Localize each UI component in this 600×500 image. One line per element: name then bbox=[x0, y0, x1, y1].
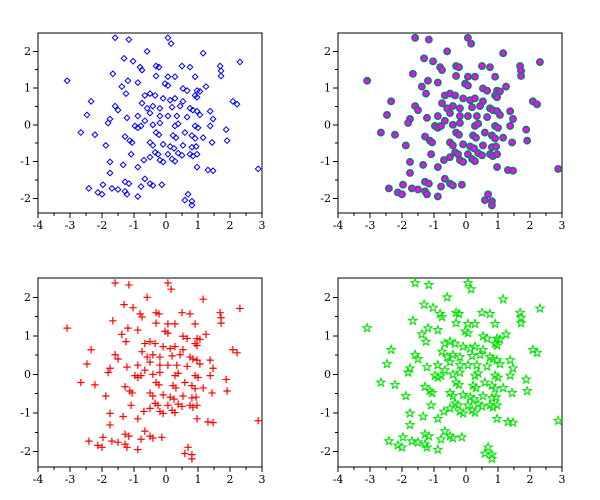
svg-text:1: 1 bbox=[195, 219, 202, 232]
svg-text:2: 2 bbox=[324, 291, 331, 304]
svg-text:2: 2 bbox=[227, 473, 234, 486]
svg-text:-1: -1 bbox=[429, 473, 440, 486]
svg-text:-2: -2 bbox=[397, 219, 408, 232]
svg-text:-2: -2 bbox=[20, 192, 31, 205]
svg-text:-3: -3 bbox=[65, 219, 76, 232]
svg-text:0: 0 bbox=[163, 473, 170, 486]
svg-text:-1: -1 bbox=[320, 407, 331, 420]
svg-text:-2: -2 bbox=[97, 473, 108, 486]
svg-text:3: 3 bbox=[559, 473, 566, 486]
svg-text:-2: -2 bbox=[20, 445, 31, 458]
svg-text:0: 0 bbox=[24, 118, 31, 131]
svg-text:0: 0 bbox=[324, 118, 331, 131]
svg-text:-2: -2 bbox=[397, 473, 408, 486]
svg-text:2: 2 bbox=[527, 219, 534, 232]
svg-text:0: 0 bbox=[463, 473, 470, 486]
svg-text:-1: -1 bbox=[320, 155, 331, 168]
svg-text:0: 0 bbox=[163, 219, 170, 232]
svg-text:1: 1 bbox=[495, 219, 502, 232]
scatter-plot-magenta-circles: -4 -3 -2 -1 0 1 2 3 -2 -1 0 1 2 bbox=[320, 32, 566, 232]
svg-text:3: 3 bbox=[559, 219, 566, 232]
scatter-plot-green-stars: -4 -3 -2 -1 0 1 2 3 -2 -1 0 1 2 bbox=[320, 277, 566, 486]
svg-text:3: 3 bbox=[259, 219, 266, 232]
svg-text:-3: -3 bbox=[65, 473, 76, 486]
svg-text:-1: -1 bbox=[20, 155, 31, 168]
svg-text:-3: -3 bbox=[365, 473, 376, 486]
svg-text:-2: -2 bbox=[97, 219, 108, 232]
svg-text:2: 2 bbox=[24, 291, 31, 304]
svg-text:-4: -4 bbox=[333, 219, 344, 232]
svg-text:1: 1 bbox=[195, 473, 202, 486]
scatter-plot-red-plusses: -4 -3 -2 -1 0 1 2 3 -2 -1 0 1 2 bbox=[20, 277, 266, 486]
svg-text:2: 2 bbox=[24, 45, 31, 58]
svg-text:-2: -2 bbox=[320, 445, 331, 458]
svg-text:-4: -4 bbox=[33, 219, 44, 232]
svg-text:-4: -4 bbox=[33, 473, 44, 486]
svg-text:0: 0 bbox=[24, 368, 31, 381]
svg-text:1: 1 bbox=[324, 82, 331, 95]
svg-text:1: 1 bbox=[24, 82, 31, 95]
svg-text:1: 1 bbox=[495, 473, 502, 486]
svg-text:2: 2 bbox=[527, 473, 534, 486]
svg-text:-2: -2 bbox=[320, 192, 331, 205]
svg-text:1: 1 bbox=[24, 329, 31, 342]
svg-text:0: 0 bbox=[463, 219, 470, 232]
svg-text:-4: -4 bbox=[333, 473, 344, 486]
svg-text:3: 3 bbox=[259, 473, 266, 486]
svg-text:2: 2 bbox=[324, 45, 331, 58]
svg-text:0: 0 bbox=[324, 368, 331, 381]
svg-text:-1: -1 bbox=[129, 473, 140, 486]
svg-text:-1: -1 bbox=[129, 219, 140, 232]
svg-text:-1: -1 bbox=[429, 219, 440, 232]
svg-text:-1: -1 bbox=[20, 407, 31, 420]
svg-text:1: 1 bbox=[324, 329, 331, 342]
scatter-plot-blue-diamonds: -4 -3 -2 -1 0 1 2 3 -2 -1 0 1 2 bbox=[20, 32, 266, 232]
svg-text:-3: -3 bbox=[365, 219, 376, 232]
svg-text:2: 2 bbox=[227, 219, 234, 232]
